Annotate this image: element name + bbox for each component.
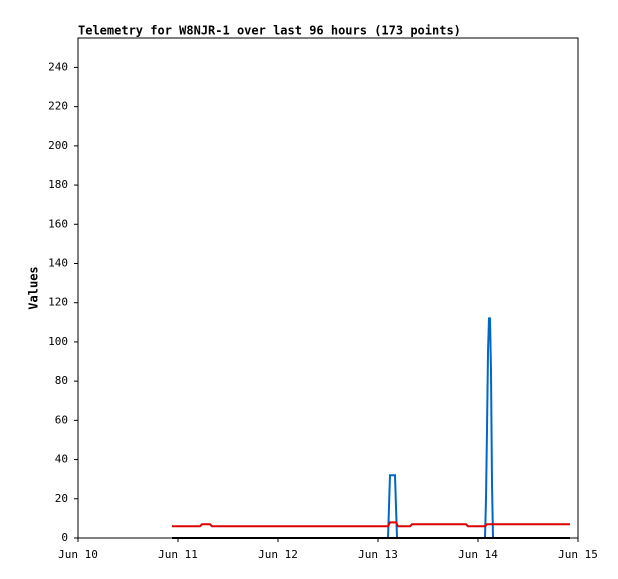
- y-tick-label: 100: [48, 335, 68, 348]
- y-tick-label: 180: [48, 178, 68, 191]
- x-tick-label: Jun 11: [158, 548, 198, 561]
- y-tick-label: 140: [48, 256, 68, 269]
- x-tick-label: Jun 13: [358, 548, 398, 561]
- y-tick-label: 160: [48, 217, 68, 230]
- x-tick-label: Jun 14: [458, 548, 498, 561]
- x-tick-label: Jun 15: [558, 548, 598, 561]
- y-tick-label: 0: [61, 531, 68, 544]
- y-tick-label: 240: [48, 60, 68, 73]
- y-tick-label: 200: [48, 139, 68, 152]
- y-tick-label: 60: [55, 413, 68, 426]
- y-tick-label: 80: [55, 374, 68, 387]
- chart-title: Telemetry for W8NJR-1 over last 96 hours…: [78, 24, 461, 38]
- y-tick-label: 40: [55, 453, 68, 466]
- y-tick-label: 20: [55, 492, 68, 505]
- series-line: [172, 521, 570, 528]
- plot-frame: [77, 37, 579, 539]
- x-tick-label: Jun 12: [258, 548, 298, 561]
- x-tick-label: Jun 10: [58, 548, 98, 561]
- series-line: [172, 317, 570, 539]
- y-axis-label: Values: [27, 266, 41, 309]
- y-tick-label: 120: [48, 296, 68, 309]
- y-tick-label: 220: [48, 100, 68, 113]
